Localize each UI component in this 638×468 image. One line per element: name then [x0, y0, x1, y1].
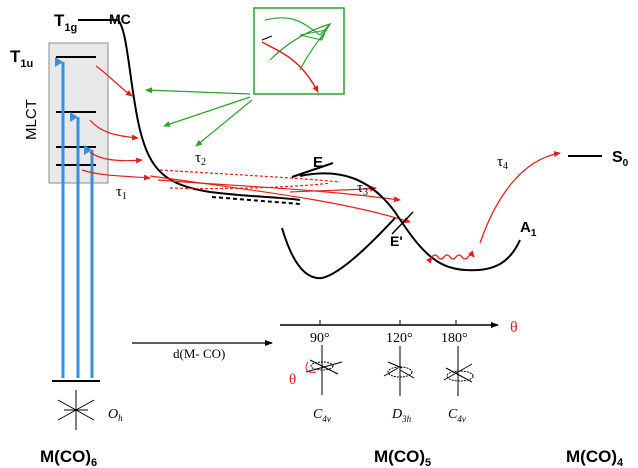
s0-label: S0: [612, 149, 629, 169]
wavepacket-inset: [253, 7, 345, 95]
oh-label: Oh: [108, 407, 123, 423]
mco4-label: M(CO)4: [566, 447, 624, 468]
t1g-label: T1g: [54, 11, 77, 34]
c4v-molecule-icon-a: [305, 345, 343, 395]
t1u-label: T1u: [10, 47, 33, 70]
relax-arrow-1: [95, 65, 133, 97]
inset-pointer-arrows: [145, 87, 253, 147]
mc-potential-curve: [117, 19, 301, 201]
tau4-label: τ4: [497, 154, 508, 172]
vibration-wavy-arrow: [425, 250, 475, 264]
mco5-label: M(CO)5: [374, 447, 431, 468]
theta-axis: [280, 320, 499, 328]
mlct-label: MLCT: [23, 99, 40, 140]
mc-curve-dashed-extension: [211, 196, 301, 205]
tau2-label: τ2: [195, 150, 206, 168]
relax-arrow-2: [89, 119, 139, 141]
tau3-label: τ3: [357, 180, 368, 198]
trajectories: [149, 169, 411, 224]
excitation-arrows: [55, 57, 94, 378]
e-crossing-line: [291, 162, 334, 178]
e-prime-label: E': [390, 233, 403, 249]
theta-axis-label: θ: [510, 319, 518, 336]
tau1-label: τ1: [116, 184, 127, 202]
tick-90-label: 90°: [310, 331, 330, 346]
tau4-arrow: [479, 151, 561, 244]
oh-molecule-icon: [57, 390, 95, 430]
d-mco-label: d(M- CO): [173, 346, 225, 361]
a1-label: A1: [520, 219, 537, 239]
e-label: E: [313, 154, 323, 171]
mc-label: MC: [109, 11, 131, 27]
d3h-label: D3h: [391, 407, 412, 424]
ground-potential-left: [281, 217, 396, 280]
c4v-label-a: C4v: [313, 407, 331, 424]
theta-rotation-label: θ: [289, 372, 296, 388]
relax-arrow-3: [89, 151, 143, 164]
c4v-molecule-icon-b: [443, 346, 474, 396]
relaxation-arrows: [81, 65, 151, 181]
upper-potential-right: [299, 172, 521, 272]
d3h-molecule-icon: [383, 346, 415, 396]
tick-180-label: 180°: [441, 331, 468, 346]
relax-arrow-4: [81, 169, 151, 181]
tick-120-label: 120°: [386, 331, 413, 346]
mco6-label: M(CO)6: [40, 447, 97, 468]
c4v-label-b: C4v: [448, 407, 466, 424]
